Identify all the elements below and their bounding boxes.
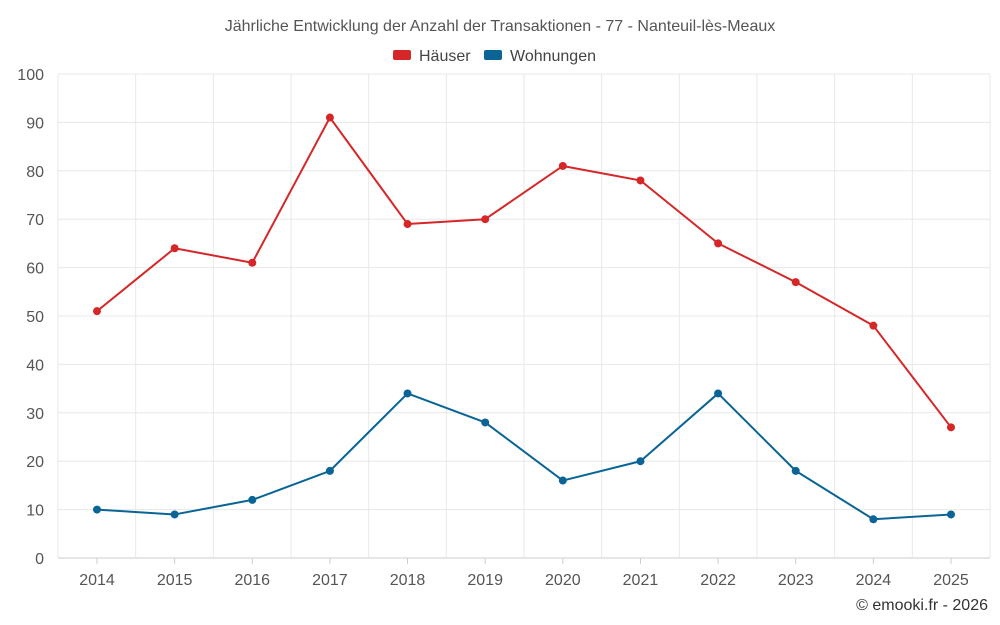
y-tick-label: 0 [35,551,44,568]
y-tick-label: 30 [26,406,44,423]
y-tick-label: 100 [17,67,44,84]
y-tick-label: 20 [26,454,44,471]
y-tick-label: 80 [26,164,44,181]
x-tick-label: 2022 [700,572,736,589]
x-tick-label: 2025 [933,572,969,589]
data-point-haeuser [170,244,179,253]
data-point-wohnungen [558,476,567,485]
x-tick-label: 2018 [390,572,426,589]
data-point-wohnungen [869,515,878,524]
data-point-wohnungen [325,466,334,475]
data-point-haeuser [481,215,490,224]
y-tick-label: 40 [26,357,44,374]
y-tick-label: 60 [26,261,44,278]
x-tick-label: 2023 [778,572,814,589]
legend-label-wohnungen: Wohnungen [510,48,596,65]
data-point-haeuser [947,423,955,432]
data-point-wohnungen [714,389,723,398]
series [93,113,955,524]
x-tick-label: 2016 [234,572,270,589]
x-tick-label: 2019 [467,572,503,589]
y-tick-label: 70 [26,212,44,229]
credit-text: © emooki.fr - 2026 [856,597,988,614]
data-point-haeuser [869,321,878,330]
data-point-haeuser [636,176,645,185]
data-point-wohnungen [170,510,179,519]
grid [57,73,991,559]
data-point-wohnungen [403,389,412,398]
data-point-haeuser [93,307,101,316]
data-point-haeuser [714,239,723,248]
data-point-wohnungen [481,418,490,427]
legend: Häuser Wohnungen [393,48,596,65]
legend-swatch-haeuser [393,50,411,60]
x-tick-label: 2021 [623,572,659,589]
data-point-wohnungen [248,495,257,504]
data-point-haeuser [558,161,567,170]
legend-label-haeuser: Häuser [419,48,471,65]
x-axis: 2014 2015 2016 2017 2018 2019 2020 2021 2022 2023… [79,558,969,589]
chart-title: Jährliche Entwicklung der Anzahl der Tra… [225,18,776,35]
x-tick-label: 2020 [545,572,581,589]
series-line-haeuser [96,116,952,428]
y-tick-label: 50 [26,309,44,326]
series-line-wohnungen [96,392,952,521]
x-tick-label: 2017 [312,572,348,589]
data-point-wohnungen [947,510,955,519]
y-tick-label: 90 [26,115,44,132]
data-point-haeuser [403,220,412,229]
x-tick-label: 2014 [79,572,115,589]
y-axis: 0 10 20 30 40 50 60 70 80 90 100 [17,67,44,568]
x-tick-label: 2015 [157,572,193,589]
data-point-haeuser [791,278,800,287]
legend-swatch-wohnungen [484,50,502,60]
x-tick-label: 2024 [856,572,892,589]
data-point-wohnungen [636,457,645,466]
data-point-wohnungen [93,505,101,514]
data-point-wohnungen [791,466,800,475]
data-point-haeuser [248,258,257,267]
y-tick-label: 10 [26,503,44,520]
data-point-haeuser [325,113,334,122]
